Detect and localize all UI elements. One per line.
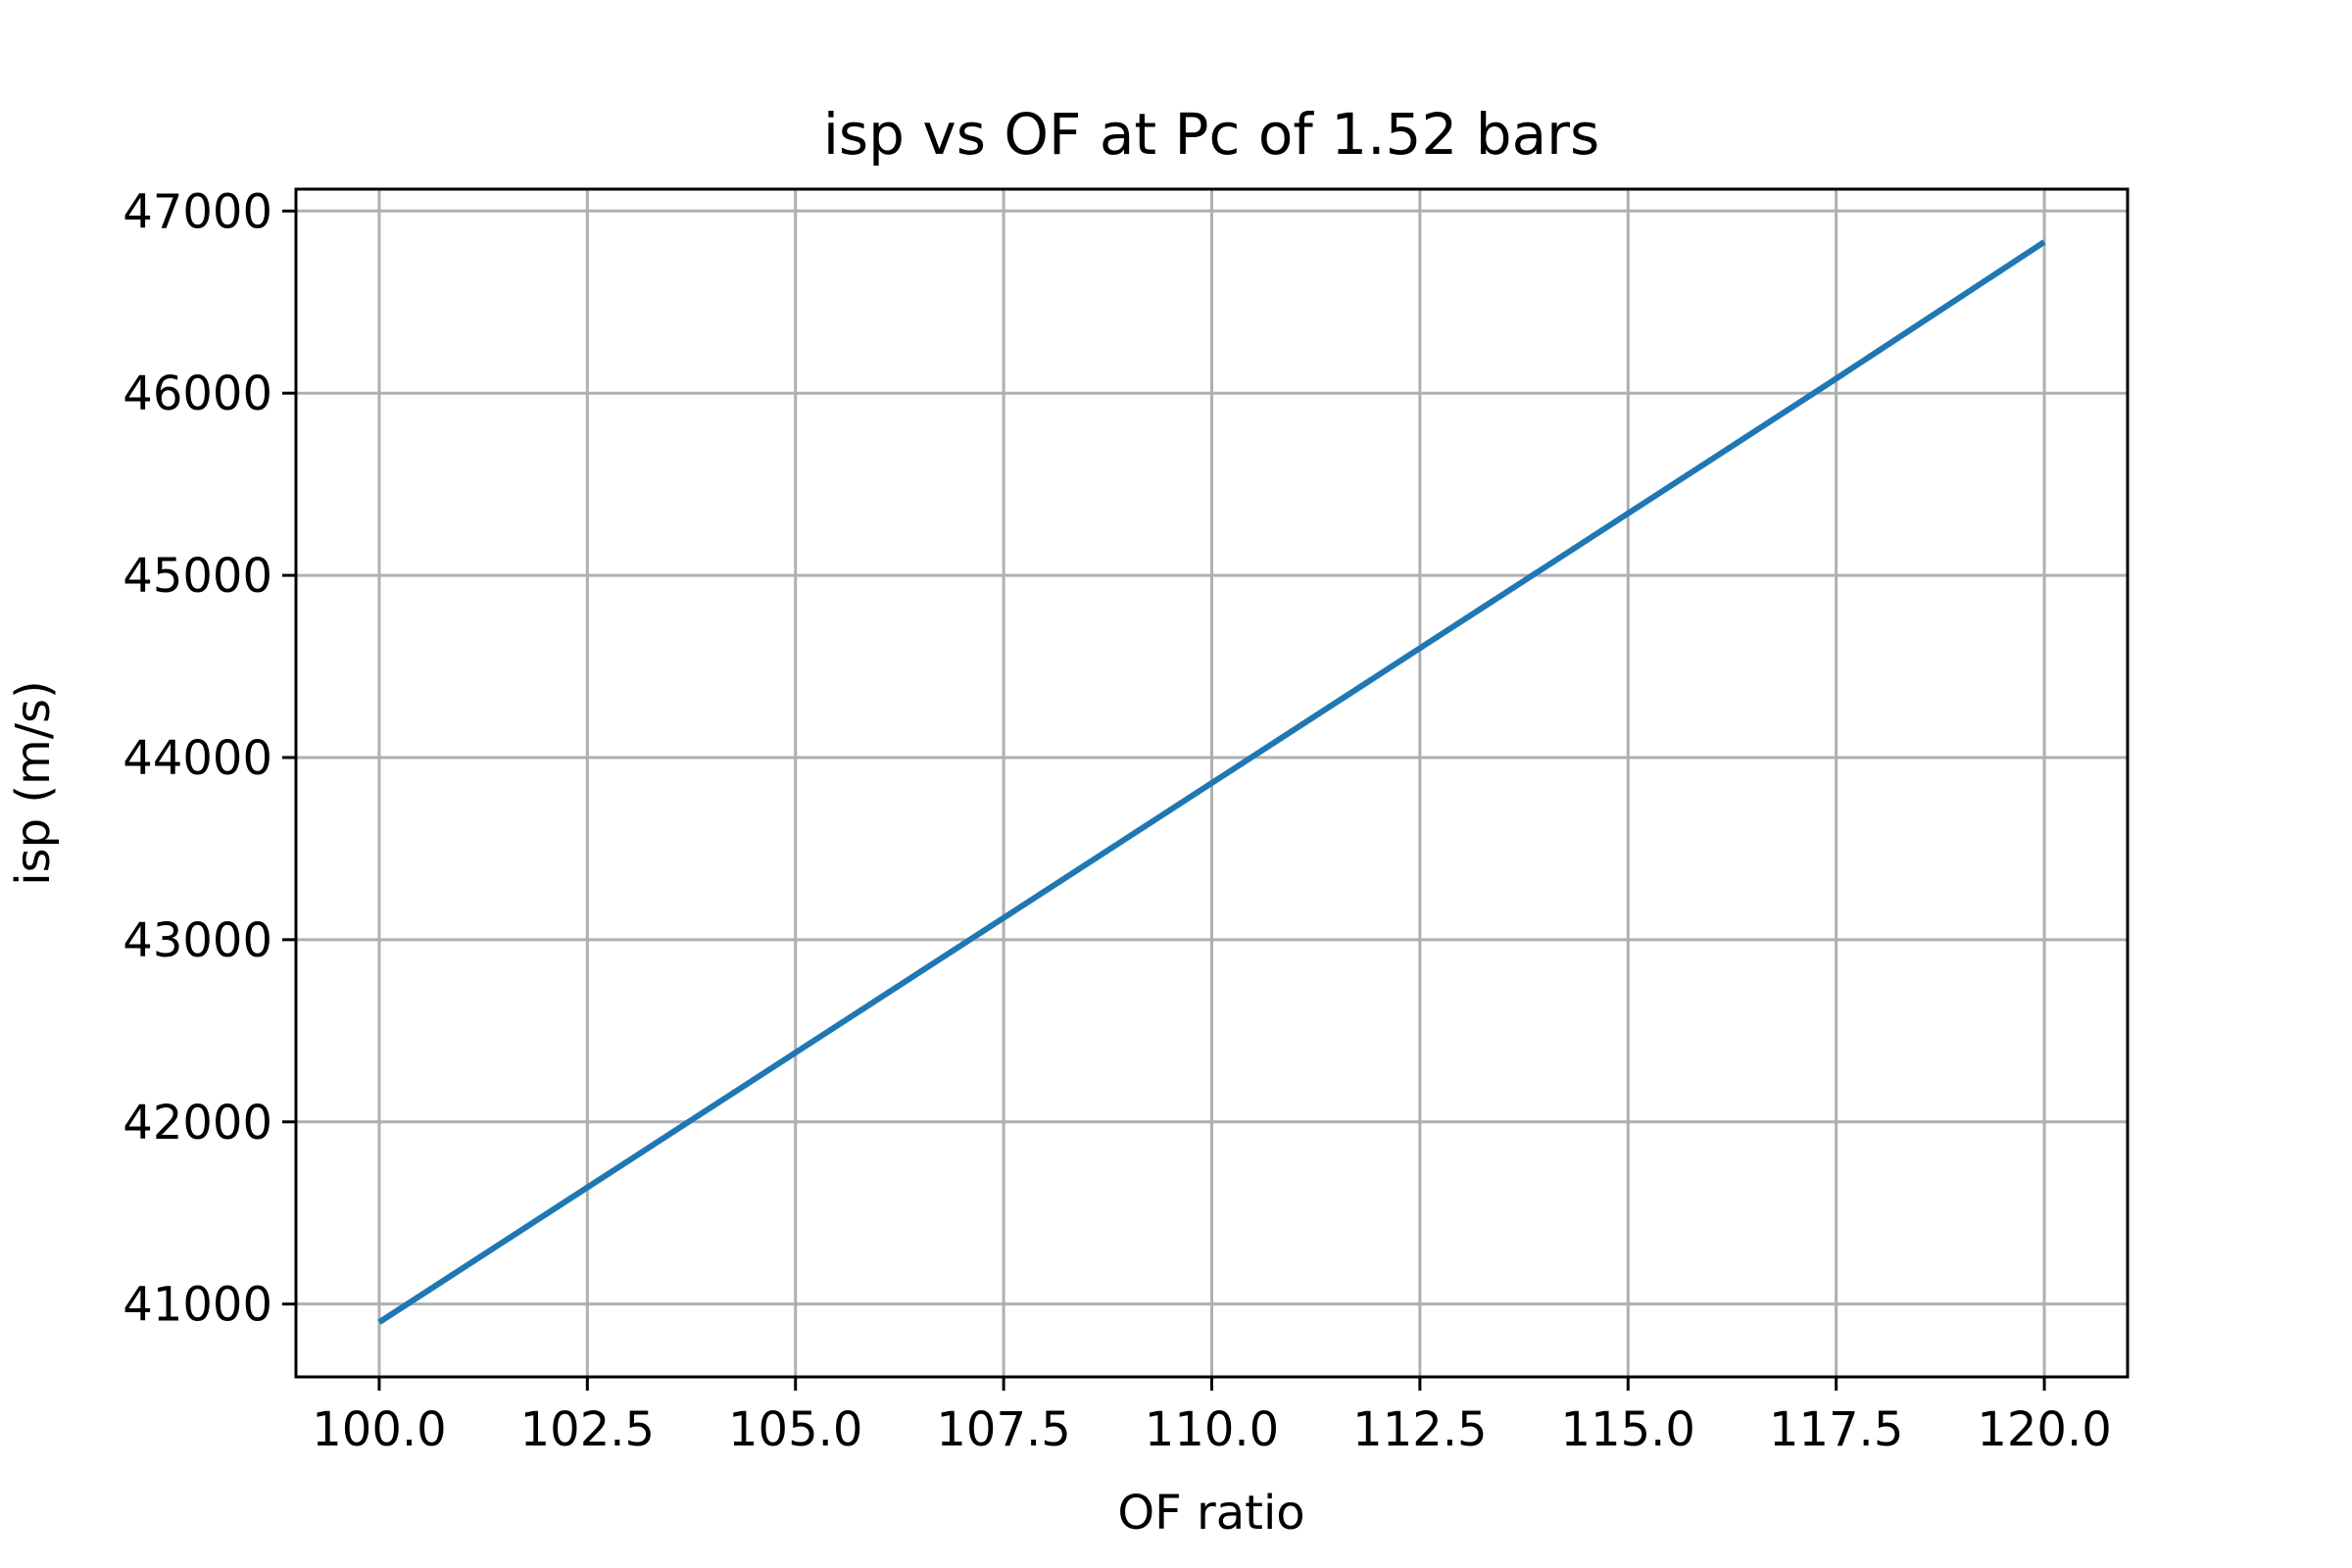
x-tick-label: 112.5 — [1352, 1402, 1487, 1457]
y-tick-label: 46000 — [122, 367, 272, 421]
y-tick-label: 44000 — [122, 731, 272, 786]
x-axis-title: OF ratio — [1117, 1486, 1304, 1541]
x-tick-label: 110.0 — [1145, 1402, 1279, 1457]
y-tick-label: 45000 — [122, 549, 272, 604]
y-tick-label: 47000 — [122, 184, 272, 239]
x-tick-label: 120.0 — [1977, 1402, 2111, 1457]
x-tick-label: 105.0 — [728, 1402, 862, 1457]
x-tick-label: 102.5 — [520, 1402, 655, 1457]
y-tick-label: 42000 — [122, 1096, 272, 1151]
y-axis-title: isp (m/s) — [6, 680, 61, 885]
y-tick-label: 41000 — [122, 1278, 272, 1333]
x-tick-label: 115.0 — [1561, 1402, 1695, 1457]
x-tick-label: 117.5 — [1769, 1402, 1903, 1457]
series-layer — [377, 239, 2046, 1325]
x-tick-label: 107.5 — [936, 1402, 1070, 1457]
series-line-isp — [377, 239, 2046, 1325]
chart-title: isp vs OF at Pc of 1.52 bars — [823, 101, 1599, 168]
y-axis: 41000 42000 43000 44000 45000 46000 47000 — [122, 184, 296, 1333]
y-tick-label: 43000 — [122, 913, 272, 968]
x-axis: 100.0 102.5 105.0 107.5 110.0 112.5 115.0 117.5… — [312, 1377, 2112, 1457]
x-tick-label: 100.0 — [312, 1402, 446, 1457]
